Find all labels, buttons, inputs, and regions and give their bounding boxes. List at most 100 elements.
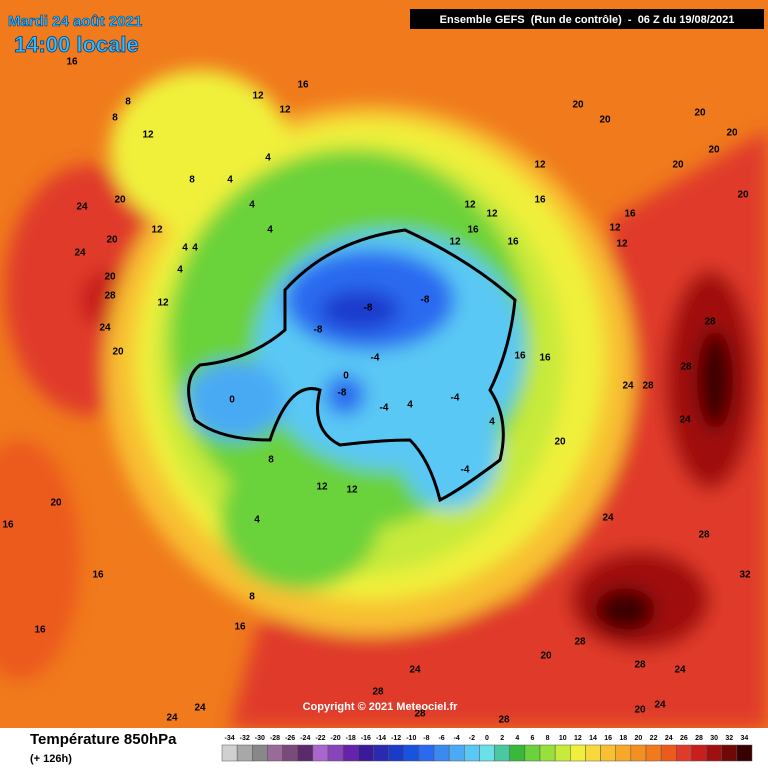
scale-label: -8 xyxy=(423,735,429,742)
contour-label: 4 xyxy=(265,153,271,164)
contour-label: 8 xyxy=(112,113,118,124)
scale-swatch xyxy=(524,744,541,762)
contour-label: 12 xyxy=(486,209,498,220)
scale-swatch xyxy=(464,744,480,762)
scale-swatch xyxy=(373,744,389,762)
scale-swatch xyxy=(494,744,510,762)
scale-label: -4 xyxy=(454,735,460,742)
contour-label: 4 xyxy=(254,515,260,526)
contour-label: 12 xyxy=(316,482,328,493)
scale-label: 0 xyxy=(485,735,489,742)
contour-label: -4 xyxy=(380,403,389,414)
scale-swatch xyxy=(312,744,329,762)
contour-label: 20 xyxy=(106,235,118,246)
contour-label: 12 xyxy=(534,160,546,171)
contour-label: 12 xyxy=(616,239,628,250)
contour-label: -8 xyxy=(314,325,323,336)
contour-label: 24 xyxy=(622,381,634,392)
contour-label: 16 xyxy=(624,209,636,220)
scale-swatch xyxy=(342,744,359,762)
lead-time: (+ 126h) xyxy=(30,753,72,765)
contour-label: 8 xyxy=(249,592,255,603)
contour-label: 28 xyxy=(634,660,646,671)
contour-label: 16 xyxy=(234,622,246,633)
contour-label: 24 xyxy=(194,703,206,714)
contour-label: 32 xyxy=(739,570,751,581)
contour-label: 28 xyxy=(704,317,716,328)
scale-swatch xyxy=(418,744,435,762)
contour-label: -4 xyxy=(451,393,460,404)
contour-label: 20 xyxy=(114,195,126,206)
contour-label: 20 xyxy=(554,437,566,448)
contour-label: 28 xyxy=(372,687,384,698)
contour-label: 16 xyxy=(92,570,104,581)
scale-label: 28 xyxy=(695,735,703,742)
contour-label: 4 xyxy=(489,417,495,428)
run-info: Ensemble GEFS (Run de contrôle) - 06 Z d… xyxy=(440,14,735,26)
scale-label: -2 xyxy=(469,735,475,742)
contour-label: 0 xyxy=(343,371,349,382)
scale-swatch xyxy=(236,744,253,762)
contour-label: 20 xyxy=(50,498,62,509)
contour-label: 12 xyxy=(346,485,358,496)
scale-label: -18 xyxy=(346,735,356,742)
contour-label: 28 xyxy=(414,709,426,720)
contour-label: 12 xyxy=(151,225,163,236)
scale-swatch xyxy=(600,744,616,762)
contour-label: 4 xyxy=(267,225,273,236)
contour-label: 16 xyxy=(297,80,309,91)
scale-swatch xyxy=(479,744,495,762)
contour-label: 12 xyxy=(252,91,264,102)
scale-label: -20 xyxy=(331,735,341,742)
contour-label: 20 xyxy=(599,115,611,126)
scale-swatch xyxy=(736,744,753,762)
contour-label: 16 xyxy=(534,195,546,206)
contour-label: 12 xyxy=(449,237,461,248)
temperature-field xyxy=(0,0,768,728)
contour-label: 24 xyxy=(602,513,614,524)
contour-label: 20 xyxy=(104,272,116,283)
scale-swatch xyxy=(358,744,374,762)
contour-label: 24 xyxy=(74,248,86,259)
scale-label: -34 xyxy=(225,735,235,742)
scale-label: -28 xyxy=(270,735,280,742)
scale-label: -16 xyxy=(361,735,371,742)
contour-label: 28 xyxy=(680,362,692,373)
scale-swatch xyxy=(554,744,571,762)
scale-label: 6 xyxy=(530,735,534,742)
scale-label: 34 xyxy=(741,735,749,742)
contour-label: -8 xyxy=(421,295,430,306)
contour-label: -4 xyxy=(371,353,380,364)
scale-label: 10 xyxy=(559,735,567,742)
scale-label: -24 xyxy=(300,735,310,742)
contour-label: 4 xyxy=(249,200,255,211)
contour-label: 4 xyxy=(227,175,233,186)
scale-swatch xyxy=(660,744,677,762)
scale-label: 20 xyxy=(635,735,643,742)
contour-label: 24 xyxy=(409,665,421,676)
contour-label: 20 xyxy=(737,190,749,201)
contour-label: 16 xyxy=(539,353,551,364)
scale-swatch xyxy=(691,744,707,762)
contour-label: 12 xyxy=(609,223,621,234)
contour-label: 28 xyxy=(698,530,710,541)
scale-label: 4 xyxy=(515,735,519,742)
contour-label: 16 xyxy=(507,237,519,248)
scale-label: -26 xyxy=(285,735,295,742)
contour-label: 12 xyxy=(279,105,291,116)
scale-swatch xyxy=(282,744,298,762)
contour-label: 4 xyxy=(192,243,198,254)
scale-label: -22 xyxy=(315,735,325,742)
contour-label: 16 xyxy=(467,225,479,236)
scale-label: 18 xyxy=(619,735,627,742)
contour-label: 28 xyxy=(642,381,654,392)
scale-swatch xyxy=(645,744,662,762)
contour-label: 24 xyxy=(654,700,666,711)
contour-label: 8 xyxy=(125,97,131,108)
copyright: Copyright © 2021 Meteociel.fr xyxy=(303,701,459,713)
contour-label: 28 xyxy=(104,291,116,302)
contour-label: 16 xyxy=(66,57,78,68)
run-box xyxy=(410,9,764,29)
legend-title: Température 850hPa xyxy=(30,731,177,748)
